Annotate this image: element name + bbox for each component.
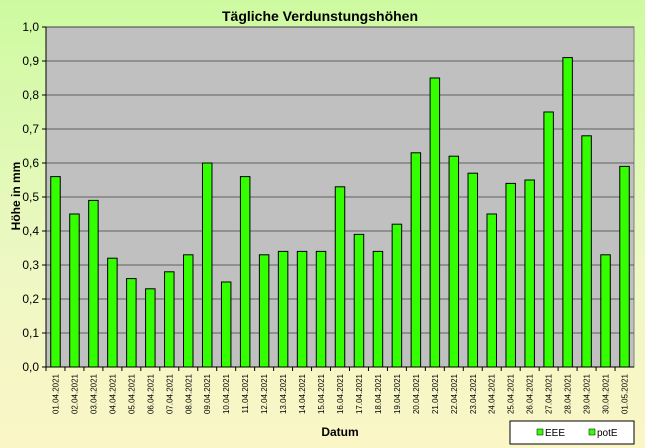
bar [562,57,573,368]
bar [69,213,80,368]
y-tick-label: 0,1 [22,326,39,340]
bar [505,182,516,368]
x-tick-label: 17.04.2021 [355,373,364,414]
bar [410,152,422,368]
bar [391,223,403,368]
bar [277,250,289,368]
x-tick-label: 08.04.2021 [184,373,193,414]
bar [164,271,175,368]
bar [220,281,232,368]
bar [107,257,118,368]
y-tick-label: 0,4 [22,224,39,238]
x-tick-label: 14.04.2021 [298,373,307,414]
x-tick-label: 28.04.2021 [564,373,573,414]
x-tick-label: 12.04.2021 [260,373,269,414]
x-tick-label: 22.04.2021 [450,373,459,414]
x-tick-label: 05.04.2021 [127,373,136,414]
x-tick-label: 01.04.2021 [51,373,60,414]
x-tick-label: 11.04.2021 [241,373,250,413]
y-tick-label: 0,3 [22,258,39,272]
x-tick-label: 16.04.2021 [336,373,345,414]
x-tick-label: 25.04.2021 [507,373,516,414]
x-tick-label: 29.04.2021 [583,373,592,414]
gridlines [46,26,634,334]
bar [126,278,137,368]
chart-title: Tägliche Verdunstungshöhen [222,8,418,24]
bar [50,176,61,368]
x-tick-label: 18.04.2021 [374,373,383,414]
y-tick-label: 1,0 [22,20,39,34]
x-tick-label: 23.04.2021 [469,373,478,414]
x-tick-label: 01.05.2021 [621,373,630,414]
bar [334,186,346,368]
bar [183,254,194,368]
legend-box [509,420,635,445]
y-axis-ticks: 0,0 0,1 0,2 0,3 0,4 0,5 0,6 0,7 0,8 0,9 1,0 [22,20,46,374]
x-tick-label: 19.04.2021 [393,373,402,414]
bar [581,135,592,368]
bar [429,77,441,368]
bar [201,162,213,368]
x-tick-label: 04.04.2021 [108,373,117,414]
bar [145,288,156,368]
y-tick-label: 0,0 [22,360,39,374]
x-axis-label: Datum [321,425,358,439]
bar [296,250,308,368]
x-tick-label: 06.04.2021 [146,373,155,414]
x-tick-label: 10.04.2021 [222,373,231,414]
y-tick-label: 0,9 [22,54,39,68]
x-tick-label: 27.04.2021 [545,373,554,414]
x-tick-label: 26.04.2021 [526,373,535,414]
bar [486,213,497,368]
legend-label-potE: potE [597,428,618,439]
bar [524,179,535,368]
y-tick-label: 0,5 [22,190,39,204]
legend: EEE potE [509,420,635,445]
x-tick-label: 13.04.2021 [279,373,288,414]
bar [353,233,365,368]
x-tick-label: 02.04.2021 [70,373,79,414]
bar [467,172,479,368]
bar [600,254,611,368]
bar [258,254,270,368]
y-tick-label: 0,2 [22,292,39,306]
bar [448,155,460,368]
x-tick-label: 03.04.2021 [89,373,98,414]
x-tick-label: 09.04.2021 [203,373,212,414]
x-tick-label: 20.04.2021 [412,373,421,414]
legend-swatch-EEE [536,428,544,436]
legend-swatch-potE [588,428,596,436]
y-tick-label: 0,8 [22,88,39,102]
x-tick-label: 30.04.2021 [602,373,611,414]
bar [88,199,99,368]
y-axis-label: Höhe in mm [9,162,23,231]
bar [315,250,327,368]
y-tick-label: 0,7 [22,122,39,136]
bar [372,250,384,368]
x-tick-label: 15.04.2021 [317,373,326,414]
x-tick-label: 21.04.2021 [431,373,440,414]
y-tick-label: 0,6 [22,156,39,170]
bar [619,165,630,368]
bar [543,111,554,368]
x-tick-label: 24.04.2021 [488,373,497,414]
x-tick-label: 07.04.2021 [165,373,174,414]
legend-label-EEE: EEE [545,428,565,439]
bar [239,176,251,368]
x-axis-ticks: 01.04.2021 02.04.2021 03.04.2021 04.04.2021… [45,367,630,414]
